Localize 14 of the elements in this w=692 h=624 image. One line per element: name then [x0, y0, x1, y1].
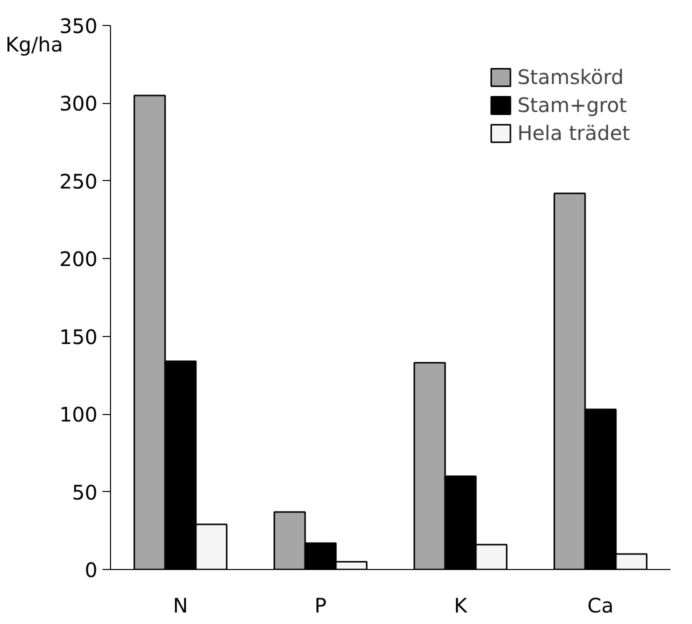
y-tick-label: 150 [59, 324, 98, 349]
y-tick-label: 100 [59, 402, 98, 427]
legend-label: Hela trädet [517, 121, 630, 145]
y-tick-label: 300 [59, 92, 98, 116]
x-tick-label: P [314, 594, 327, 618]
y-tick-label: 0 [84, 558, 98, 582]
y-tick-label: 200 [59, 247, 98, 272]
legend-label: Stamskörd [517, 65, 624, 89]
x-tick-label: K [454, 594, 468, 618]
x-tick-label: N [173, 594, 188, 618]
y-tick-label: 250 [59, 169, 98, 194]
x-tick-label: Ca [587, 594, 614, 618]
y-tick-label: 50 [72, 480, 98, 504]
legend-label: Stam+grot [517, 93, 627, 117]
